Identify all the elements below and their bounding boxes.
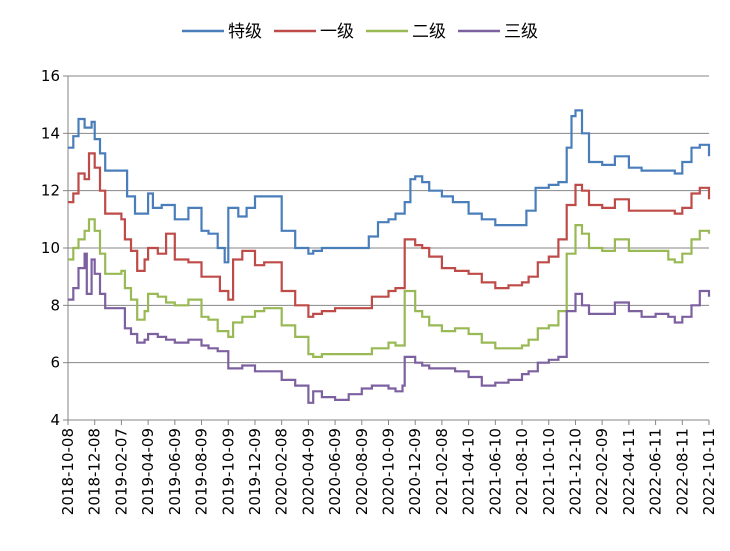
x-tick-label: 2021-06-10 (486, 428, 504, 515)
x-axis-ticks: 2018-10-08 2018-12-08 2019-02-07 2019-04-09… (59, 420, 718, 515)
x-tick-label: 2020-12-09 (406, 428, 424, 515)
x-tick-label: 2020-02-08 (273, 428, 291, 515)
y-tick-label: 6 (50, 354, 60, 372)
y-tick-label: 16 (41, 67, 60, 85)
x-tick-label: 2022-08-11 (673, 428, 691, 515)
x-tick-label: 2021-04-10 (460, 428, 478, 515)
series-line-3 (68, 218, 711, 358)
x-tick-label: 2021-10-10 (540, 428, 558, 515)
x-tick-label: 2022-06-11 (647, 428, 665, 515)
y-tick-label: 12 (41, 182, 60, 200)
x-tick-label: 2021-02-08 (433, 428, 451, 515)
x-tick-label: 2019-10-09 (219, 428, 237, 515)
series-line-1 (68, 109, 711, 264)
y-tick-label: 8 (50, 296, 60, 314)
legend-label: 三级 (504, 22, 538, 42)
gridlines (68, 75, 709, 421)
y-tick-label: 10 (41, 239, 60, 257)
x-tick-label: 2019-02-07 (112, 428, 130, 515)
series-line-4 (68, 252, 711, 404)
x-tick-label: 2021-12-10 (566, 428, 584, 515)
x-tick-label: 2020-10-09 (380, 428, 398, 515)
series-lines (68, 109, 711, 404)
x-tick-label: 2019-08-09 (193, 428, 211, 515)
x-tick-label: 2020-06-09 (326, 428, 344, 515)
x-tick-label: 2019-12-09 (246, 428, 264, 515)
series-line-2 (68, 152, 711, 318)
y-tick-label: 4 (50, 411, 60, 429)
y-tick-label: 14 (41, 124, 60, 142)
x-tick-label: 2021-08-10 (513, 428, 531, 515)
x-tick-label: 2019-04-09 (139, 428, 157, 515)
x-tick-label: 2018-12-08 (86, 428, 104, 515)
legend-label: 一级 (320, 22, 354, 42)
x-tick-label: 2019-06-09 (166, 428, 184, 515)
legend-label: 二级 (412, 22, 446, 42)
x-tick-label: 2020-04-09 (299, 428, 317, 515)
y-axis-ticks: 4 6 8 10 12 14 16 (41, 67, 68, 429)
legend-label: 特级 (228, 22, 262, 42)
x-tick-label: 2020-08-09 (353, 428, 371, 515)
x-tick-label: 2022-04-11 (620, 428, 638, 515)
x-tick-label: 2022-10-11 (700, 428, 718, 515)
x-tick-label: 2018-10-08 (59, 428, 77, 515)
chart-legend: 特级 一级 二级 三级 (182, 22, 538, 42)
x-tick-label: 2022-02-09 (593, 428, 611, 515)
